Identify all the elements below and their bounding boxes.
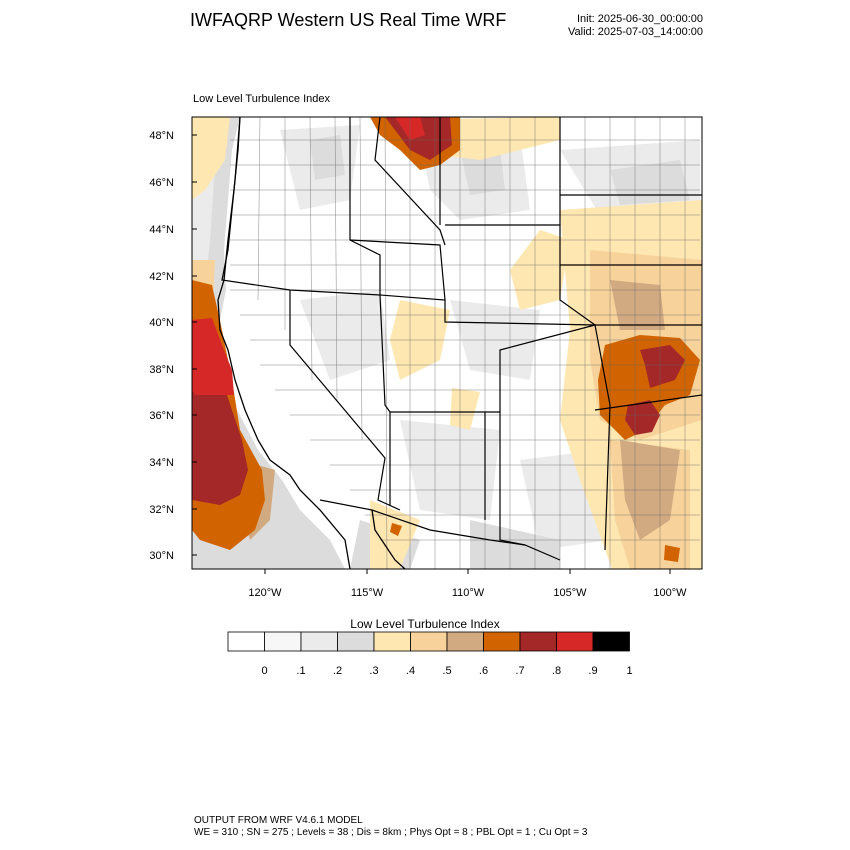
lat-label: 40°N (149, 317, 174, 329)
model-info-footer: OUTPUT FROM WRF V4.6.1 MODEL WE = 310 ; … (194, 815, 587, 839)
lat-label: 44°N (149, 224, 174, 236)
colorbar-label: .5 (442, 665, 451, 677)
colorbar-label: .9 (588, 665, 597, 677)
index-0.8-0.9-plains-south (625, 400, 660, 435)
colorbar-label: 0 (261, 665, 267, 677)
colorbar-label: .1 (296, 665, 305, 677)
lat-label: 42°N (149, 271, 174, 283)
colorbar-label: .7 (515, 665, 524, 677)
colorbar-swatch (519, 631, 557, 652)
colorbar-label: .4 (406, 665, 415, 677)
colorbar-swatch (410, 631, 448, 652)
colorbar-label: .3 (369, 665, 378, 677)
colorbar-swatch (446, 631, 484, 652)
index-0.9-1-coastal (192, 318, 234, 395)
lon-labels: 120°W 115°W 110°W 105°W 100°W (248, 587, 687, 599)
valid-time: Valid: 2025-07-03_14:00:00 (568, 26, 703, 38)
lon-label: 115°W (351, 587, 384, 599)
colorbar-label: .2 (333, 665, 342, 677)
index-0.8-0.9-plains (640, 345, 685, 388)
lat-axis (192, 134, 197, 556)
lon-label: 120°W (248, 587, 282, 599)
colorbar-label: 1 (626, 665, 632, 677)
colorbar-swatch (483, 631, 521, 652)
lat-label: 32°N (149, 504, 174, 516)
lon-label: 110°W (452, 587, 485, 599)
lat-label: 38°N (149, 364, 174, 376)
colorbar-label: .6 (479, 665, 488, 677)
run-info: Init: 2025-06-30_00:00:00 Valid: 2025-07… (568, 13, 703, 39)
gulf-coastline (371, 509, 406, 569)
colorbar-swatch (373, 631, 411, 652)
lat-labels: 48°N 46°N 44°N 42°N 40°N 38°N 36°N 34°N … (149, 130, 174, 562)
colorbar-labels: 0 .1 .2 .3 .4 .5 .6 .7 .8 .9 1 (261, 665, 632, 677)
lat-label: 46°N (149, 177, 174, 189)
map-field-label: Low Level Turbulence Index (193, 93, 330, 105)
lat-label: 34°N (149, 457, 174, 469)
model-version: OUTPUT FROM WRF V4.6.1 MODEL (194, 815, 363, 826)
colorbar-title: Low Level Turbulence Index (350, 617, 500, 631)
model-parameters: WE = 310 ; SN = 275 ; Levels = 38 ; Dis … (194, 827, 588, 838)
colorbar-swatch (556, 631, 594, 652)
index-hotspot-az (390, 523, 402, 536)
mexico-border (319, 499, 561, 561)
colorbar-swatch (337, 631, 375, 652)
lon-axis (264, 569, 671, 574)
lat-label: 36°N (149, 410, 174, 422)
colorbar-swatch (300, 631, 338, 652)
lat-label: 30°N (149, 550, 174, 562)
coastline (217, 117, 351, 569)
page-title: IWFAQRP Western US Real Time WRF (190, 10, 507, 30)
init-time: Init: 2025-06-30_00:00:00 (577, 13, 703, 25)
colorbar-swatch (592, 631, 630, 652)
lon-label: 100°W (653, 587, 687, 599)
map-canvas (192, 117, 702, 569)
index-0.9-1-montana (385, 117, 452, 160)
index-hotspot-nm (664, 545, 680, 562)
colorbar-swatch (264, 631, 302, 652)
colorbar-swatch (227, 631, 265, 652)
county-lines (230, 117, 700, 569)
lon-label: 105°W (553, 587, 587, 599)
colorbar (227, 631, 630, 652)
colorbar-label: .8 (552, 665, 561, 677)
lat-label: 48°N (149, 130, 174, 142)
map-frame (191, 116, 703, 570)
